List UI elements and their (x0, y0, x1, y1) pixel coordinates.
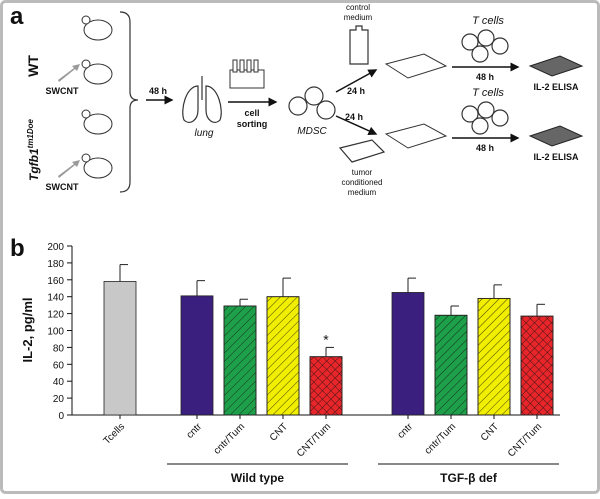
y-tick-label: 180 (47, 259, 64, 270)
bar-hatch (434, 314, 468, 416)
treatment-label: SWCNT (46, 182, 79, 192)
time-label: 48 h (149, 86, 167, 96)
bar-hatch (520, 315, 554, 416)
bar-hatch (223, 305, 257, 416)
assay-label: IL-2 ELISA (533, 82, 579, 92)
significance-mark: * (323, 331, 329, 347)
bracket (119, 11, 139, 193)
cells-label: MDSC (297, 126, 327, 137)
bar (391, 292, 425, 416)
treatment-arrows (58, 64, 80, 178)
group-label: TGF-β def (440, 471, 498, 485)
medium-label: tumor conditioned medium (342, 168, 383, 197)
treatment-label: SWCNT (46, 86, 79, 96)
y-tick-label: 0 (58, 411, 64, 422)
y-tick-label: 140 (47, 293, 64, 304)
mice (81, 15, 113, 179)
arrow (335, 115, 378, 136)
genotype-base: Tgfb1 (27, 148, 41, 181)
organ-label: lung (195, 128, 214, 139)
y-tick-label: 80 (53, 343, 65, 354)
sorter-icon (229, 59, 265, 89)
y-tick-label: 40 (53, 377, 65, 388)
genotype-label: Tgfb1tm1Doe (26, 118, 41, 181)
medium-line: conditioned (342, 178, 383, 187)
y-tick-label: 200 (47, 242, 64, 253)
time-label: 48 h (476, 143, 494, 153)
tcell-icons (461, 29, 509, 135)
arrow (335, 69, 378, 93)
sorting-line: cell (244, 108, 259, 118)
cells-label: T cells (472, 15, 504, 27)
mdsc-icon (288, 86, 336, 120)
sorting-label: cell sorting (237, 108, 268, 129)
panel-a: a WT Tgfb1tm1Doe SWCNT SWCNT 48 h lung c… (10, 3, 584, 197)
y-tick-label: 160 (47, 276, 64, 287)
y-tick-label: 60 (53, 360, 65, 371)
plate-icons (384, 53, 448, 149)
panel-label: b (10, 235, 25, 262)
y-tick-label: 100 (47, 327, 64, 338)
medium-line: control (346, 3, 370, 12)
medium-line: tumor (352, 168, 373, 177)
bar (103, 281, 137, 416)
medium-label: control medium (344, 3, 373, 22)
bar-hatch (477, 297, 511, 416)
y-tick-label: 20 (53, 394, 65, 405)
assay-label: IL-2 ELISA (533, 152, 579, 162)
bar-hatch (309, 356, 343, 416)
lung-icon (182, 76, 222, 123)
sorting-line: sorting (237, 119, 268, 129)
bar (180, 295, 214, 416)
cells-label: T cells (472, 87, 504, 99)
elisa-icons (528, 55, 584, 147)
time-label: 48 h (476, 72, 494, 82)
medium-line: medium (348, 188, 377, 197)
genotype-label: WT (25, 55, 41, 77)
bar-hatch (266, 296, 300, 416)
genotype-sup: tm1Doe (26, 118, 35, 148)
y-tick-label: 120 (47, 310, 64, 321)
medium-line: medium (344, 13, 373, 22)
group-label: Wild type (231, 471, 285, 485)
time-label: 24 h (347, 86, 365, 96)
time-label: 24 h (345, 112, 363, 122)
y-axis-label: IL-2, pg/ml (20, 298, 35, 363)
dish-icon (338, 139, 386, 163)
panel-label: a (10, 3, 24, 30)
bottle-icon (349, 25, 369, 65)
